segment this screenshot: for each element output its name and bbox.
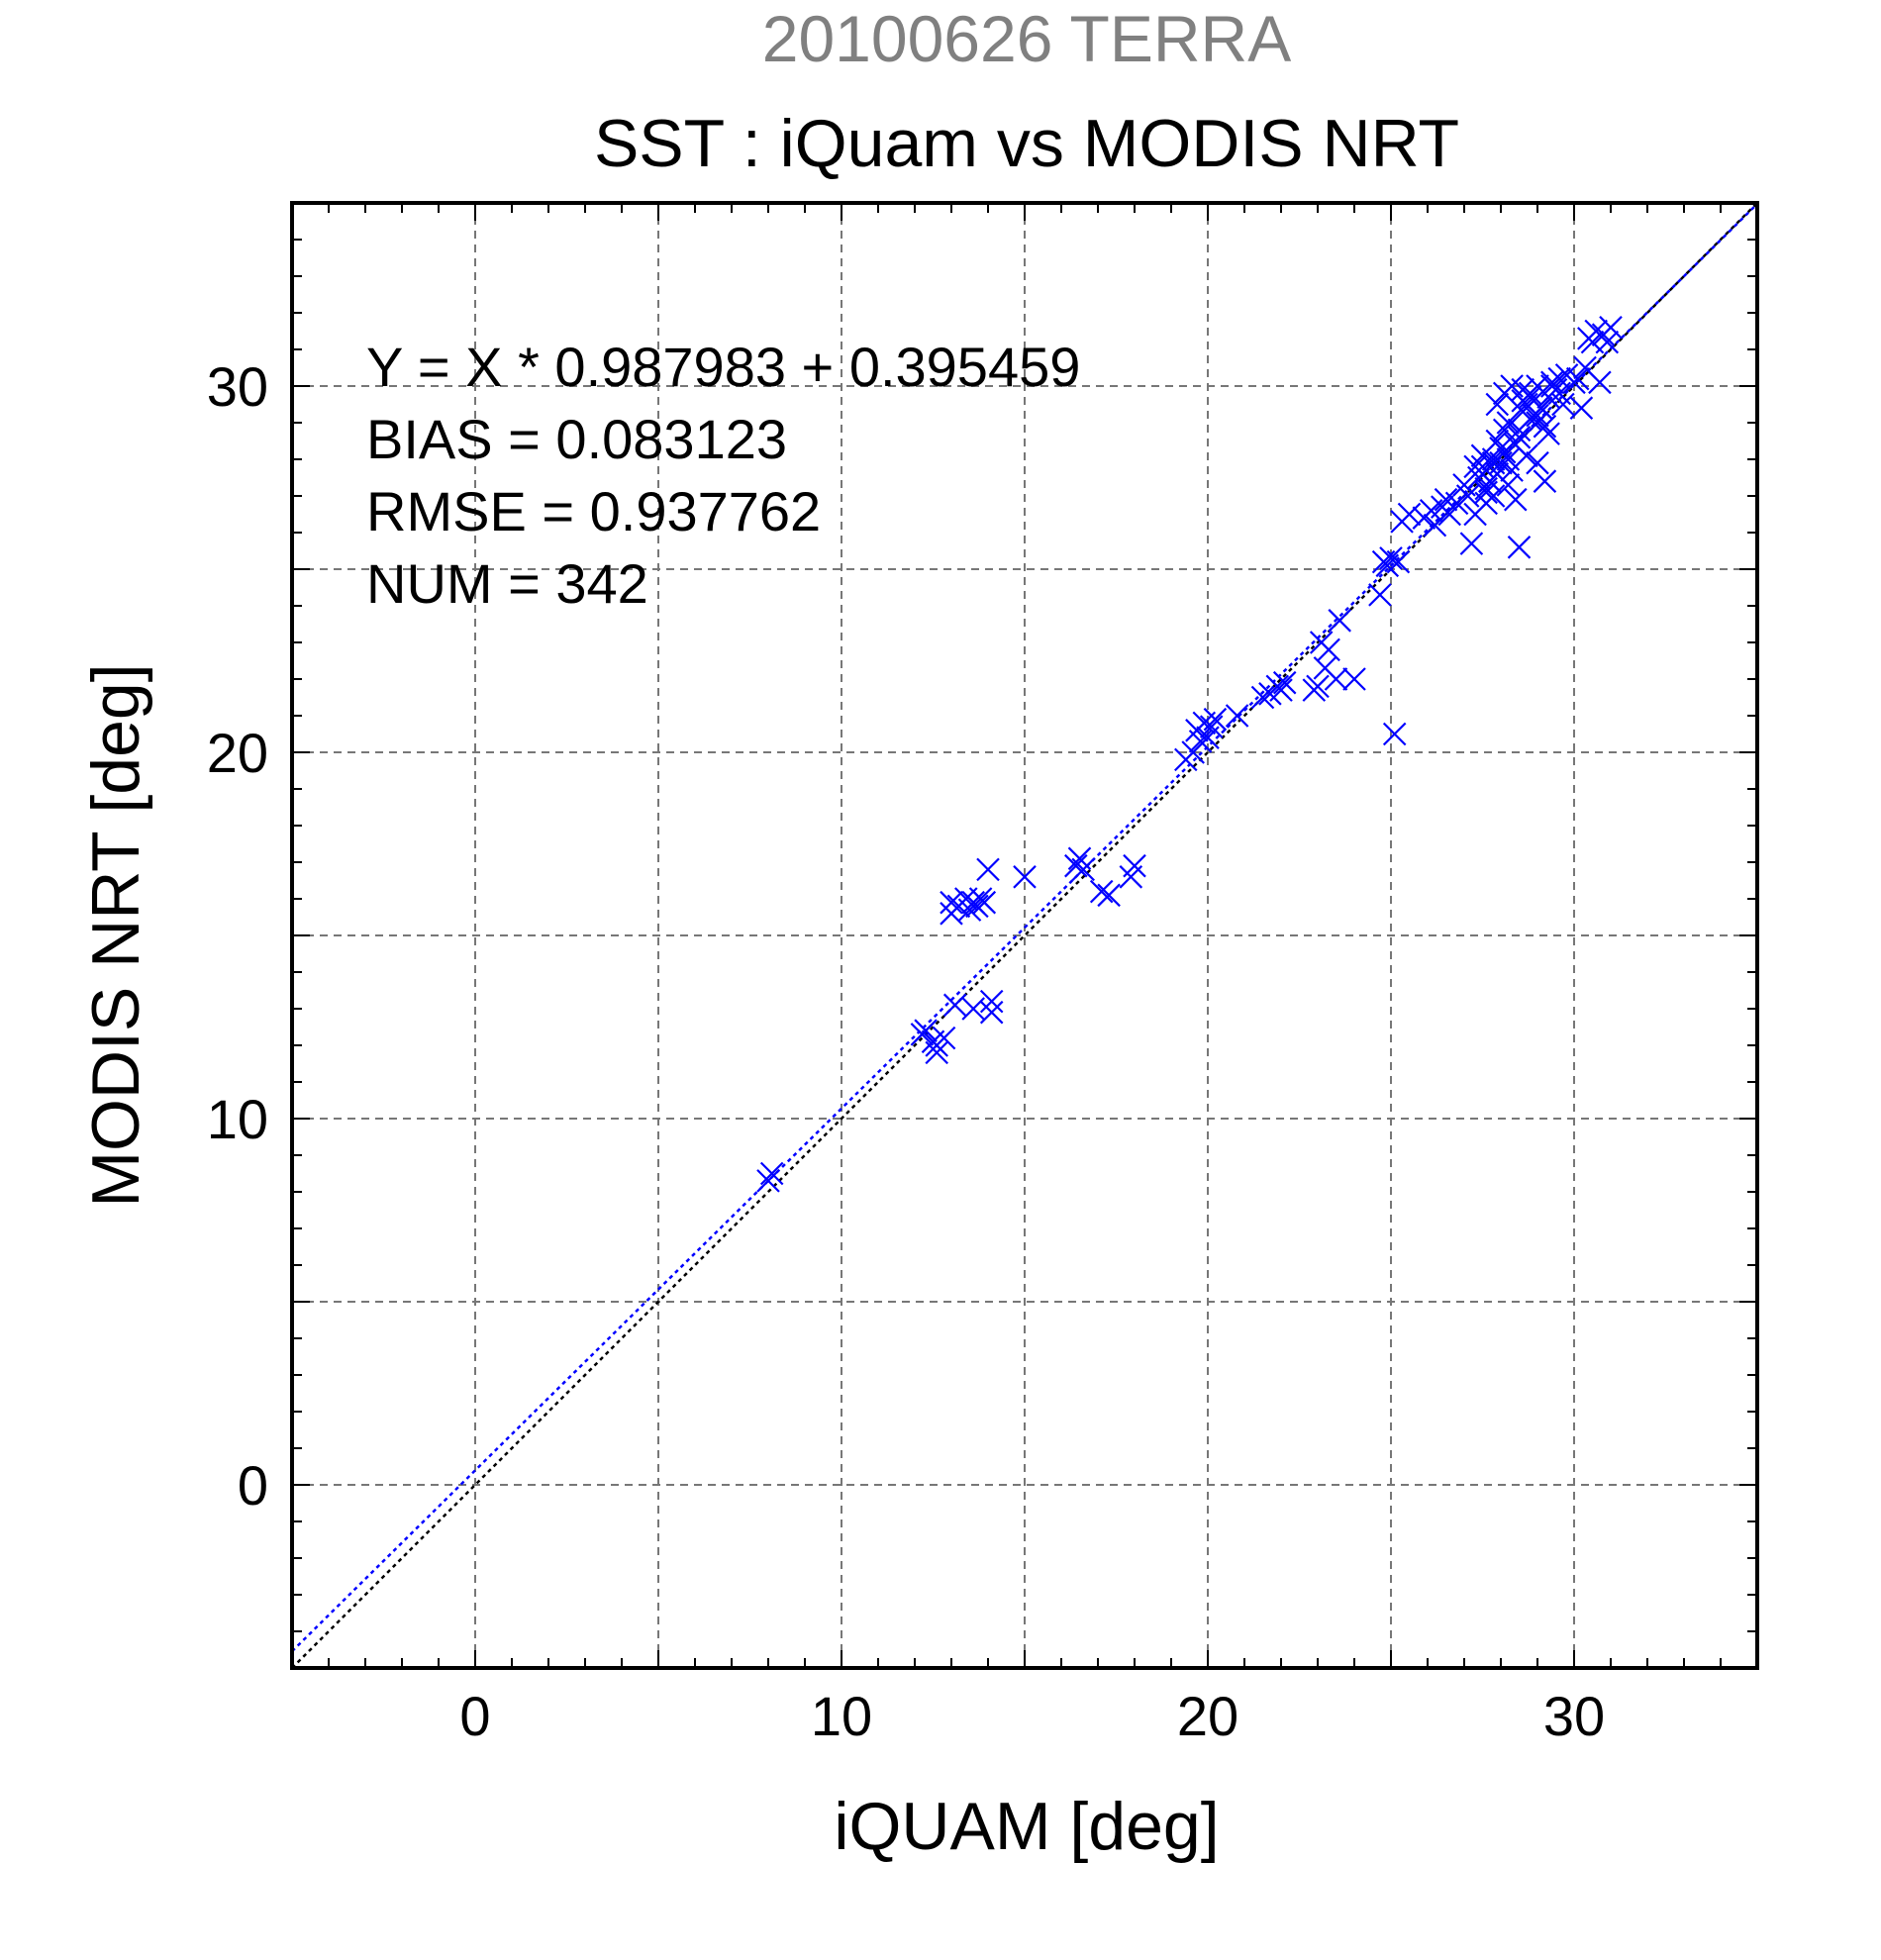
y-tick-label: 0 [238,1454,268,1517]
data-point [1496,411,1521,435]
data-point [1518,385,1542,409]
chart-title: SST : iQuam vs MODIS NRT [594,106,1459,181]
data-point [1526,403,1549,428]
data-point [965,894,989,919]
data-point [1064,853,1088,878]
data-point [976,857,1000,882]
data-point [1485,429,1510,453]
data-point [1437,502,1461,527]
y-axis-label: MODIS NRT [deg] [78,663,153,1207]
data-point [1459,532,1484,555]
x-tick-label: 10 [811,1685,872,1747]
data-point [1386,549,1411,574]
data-point [756,1169,780,1193]
data-point [1481,450,1506,475]
data-point [1588,370,1612,395]
y-tick-labels: 0 10 20 30 [207,355,268,1517]
data-point [961,997,985,1021]
data-points [756,316,1623,1193]
x-tick-label: 20 [1177,1685,1238,1747]
data-point [1097,883,1121,908]
data-point [1272,670,1297,695]
data-point [1328,609,1351,633]
data-point [1123,853,1146,878]
data-point [1533,469,1557,493]
data-point [1507,536,1532,559]
data-point [1526,450,1549,475]
data-point [1368,583,1392,607]
y-tick-label: 20 [207,722,268,784]
fit-equation: Y = X * 0.987983 + 0.395459 [366,336,1080,398]
chart-supertitle: 20100626 TERRA [762,2,1291,75]
data-point [925,1040,948,1065]
data-point [1478,469,1502,493]
data-point [1250,685,1275,710]
data-point [759,1161,784,1186]
data-point [1536,422,1560,445]
data-point [914,1019,938,1042]
x-axis-label: iQUAM [deg] [834,1789,1219,1864]
y-tick-label: 10 [207,1088,268,1150]
stats-annotation: Y = X * 0.987983 + 0.395459 BIAS = 0.083… [366,336,1080,615]
data-point [1599,316,1623,340]
bias-label: BIAS = 0.083123 [366,408,787,470]
data-point [1306,674,1330,699]
data-point [1485,392,1510,417]
data-point [1269,678,1293,702]
data-point [1397,502,1422,527]
data-point [1423,513,1447,538]
data-point [979,1000,1004,1025]
data-point [1455,484,1480,508]
data-point [1013,865,1037,889]
plot-frame [290,201,1759,1670]
regression-line [291,203,1758,1653]
data-point [1188,730,1213,753]
x-tick-label: 0 [459,1685,490,1747]
data-point [972,890,997,915]
data-point [1203,707,1228,732]
data-point [1562,370,1586,395]
data-point [1540,370,1564,395]
data-point [1507,426,1532,449]
data-point [1089,879,1114,904]
data-point [1379,546,1403,570]
data-point [1496,473,1521,497]
data-point [942,993,967,1018]
data-point [1444,491,1469,516]
rmse-label: RMSE = 0.937762 [366,480,821,542]
data-point [1382,722,1407,746]
data-point [1569,396,1594,420]
data-point [932,1026,956,1050]
x-tick-labels: 0 10 20 30 [459,1685,1605,1747]
num-label: NUM = 342 [366,552,648,615]
data-point [1225,704,1249,728]
data-point [1324,667,1348,691]
x-tick-label: 30 [1543,1685,1605,1747]
data-point [979,989,1004,1014]
y-tick-label: 30 [207,355,268,418]
data-point [1518,407,1542,432]
data-point [1595,330,1620,354]
data-point [1342,667,1366,691]
data-point [1504,487,1528,512]
data-point [1474,476,1498,501]
data-point [1500,458,1524,482]
data-point [1317,637,1340,662]
data-point [1199,715,1224,738]
data-point [1071,857,1095,882]
data-point [1551,392,1575,417]
data-point [940,890,963,915]
data-point [1489,437,1513,460]
